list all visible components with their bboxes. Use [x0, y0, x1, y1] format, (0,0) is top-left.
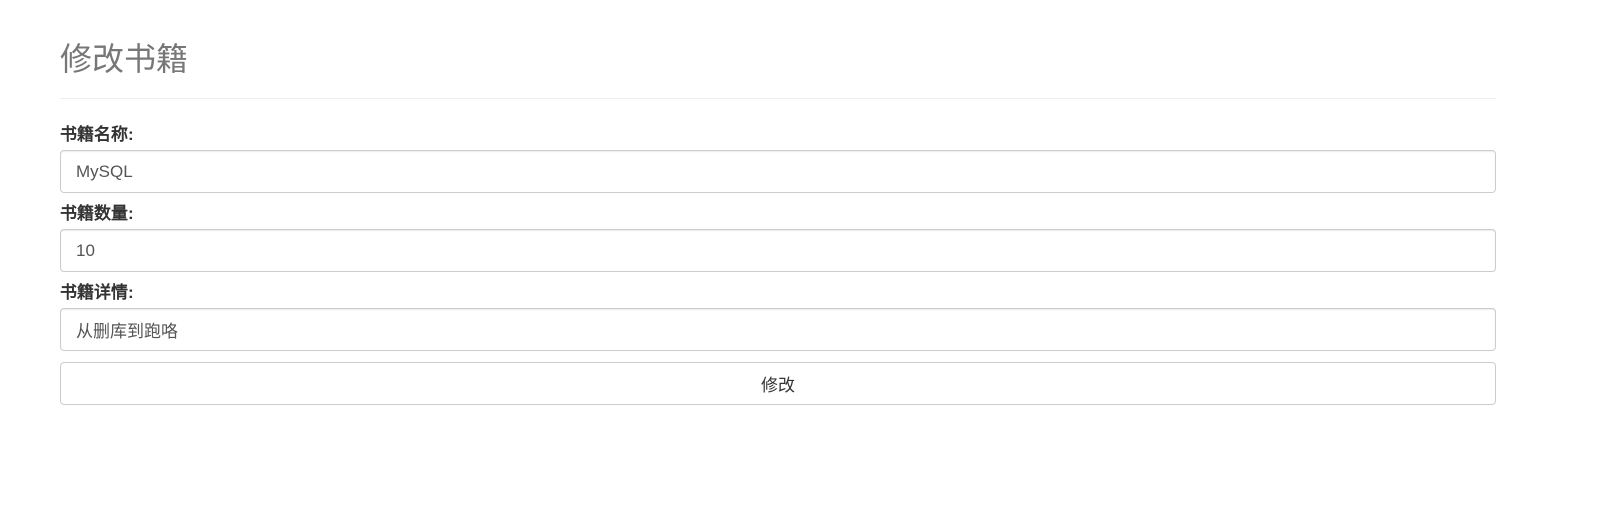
- page-header: 修改书籍: [60, 0, 1496, 99]
- book-name-group: 书籍名称:: [60, 125, 1496, 193]
- edit-book-form: 书籍名称: 书籍数量: 书籍详情: 修改: [60, 125, 1496, 405]
- page-title: 修改书籍: [60, 41, 189, 77]
- edit-book-container: 修改书籍 书籍名称: 书籍数量: 书籍详情: 修改: [60, 0, 1496, 405]
- book-detail-input[interactable]: [60, 308, 1496, 351]
- book-count-group: 书籍数量:: [60, 204, 1496, 272]
- book-name-label: 书籍名称:: [60, 125, 134, 144]
- book-name-input[interactable]: [60, 150, 1496, 193]
- book-count-input[interactable]: [60, 229, 1496, 272]
- book-detail-group: 书籍详情:: [60, 283, 1496, 351]
- book-detail-label: 书籍详情:: [60, 283, 134, 302]
- submit-button[interactable]: 修改: [60, 362, 1496, 405]
- book-count-label: 书籍数量:: [60, 204, 134, 223]
